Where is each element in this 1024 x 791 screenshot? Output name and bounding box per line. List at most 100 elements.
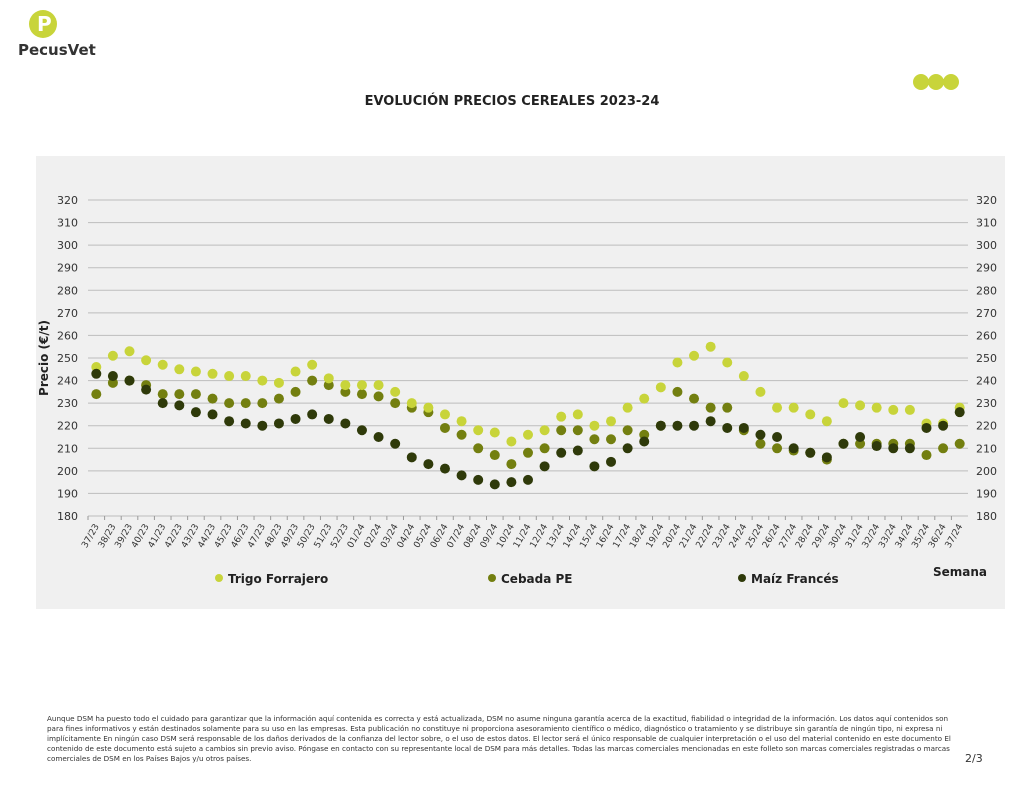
chart-panel: 180 180 190 190 200 200 210 210 220 220 230 230 240 2…: [36, 156, 1005, 609]
y-tick-label-left: 220: [57, 420, 78, 433]
data-point-1: [622, 425, 633, 436]
y-tick-label-right: 270: [976, 307, 997, 320]
data-point-0: [157, 359, 168, 370]
data-point-1: [589, 434, 600, 445]
data-point-2: [772, 432, 783, 442]
data-point-2: [855, 432, 866, 442]
data-point-0: [772, 402, 783, 413]
data-point-0: [821, 416, 832, 427]
data-point-0: [373, 380, 384, 391]
data-point-0: [406, 398, 417, 409]
data-point-2: [489, 479, 500, 490]
data-point-2: [888, 443, 899, 454]
x-axis-label: Semana: [933, 565, 987, 579]
y-tick-label-left: 190: [57, 487, 78, 500]
y-tick-label-right: 310: [976, 217, 997, 230]
data-point-2: [938, 420, 949, 431]
data-point-1: [207, 393, 218, 404]
data-point-2: [439, 463, 450, 474]
data-point-2: [456, 470, 467, 481]
data-point-0: [539, 425, 550, 436]
y-tick-label-right: 190: [976, 487, 997, 500]
y-tick-label-left: 260: [57, 329, 78, 342]
brand-name: PecusVet: [18, 41, 96, 59]
data-point-2: [157, 398, 168, 409]
data-point-2: [838, 438, 849, 449]
data-point-0: [473, 425, 484, 436]
data-point-0: [738, 371, 749, 382]
data-point-0: [356, 380, 367, 391]
data-point-2: [738, 422, 749, 433]
data-point-2: [954, 407, 965, 418]
data-point-2: [91, 368, 102, 379]
y-tick-label-left: 290: [57, 262, 78, 275]
data-point-1: [157, 389, 168, 400]
data-point-2: [655, 420, 666, 431]
data-point-2: [904, 443, 915, 454]
data-point-2: [207, 409, 218, 420]
y-tick-label-right: 250: [976, 352, 997, 365]
data-point-0: [788, 402, 799, 413]
data-point-2: [290, 413, 301, 424]
data-point-2: [240, 418, 251, 429]
y-tick-label-left: 250: [57, 352, 78, 365]
data-point-2: [423, 459, 434, 470]
y-tick-label-right: 220: [976, 420, 997, 433]
legend-label-2: Maíz Francés: [751, 572, 839, 586]
data-point-2: [356, 425, 367, 436]
data-point-1: [307, 375, 318, 386]
data-point-0: [439, 409, 450, 420]
y-axis-label: Precio (€/t): [37, 320, 51, 396]
y-tick-label-right: 240: [976, 375, 997, 388]
data-point-0: [622, 402, 633, 413]
data-point-0: [240, 371, 251, 382]
y-tick-label-right: 230: [976, 397, 997, 410]
legend-label-0: Trigo Forrajero: [228, 572, 328, 586]
data-point-2: [672, 420, 683, 431]
data-point-0: [124, 346, 135, 357]
data-point-1: [539, 443, 550, 454]
data-point-2: [871, 441, 882, 452]
data-point-2: [273, 418, 284, 429]
y-tick-label-left: 230: [57, 397, 78, 410]
data-point-2: [323, 413, 334, 424]
data-point-1: [190, 389, 201, 400]
data-point-2: [821, 452, 832, 463]
page-number: 2/3: [965, 752, 983, 765]
data-point-2: [572, 445, 583, 456]
data-point-2: [722, 422, 733, 433]
data-point-2: [174, 400, 185, 411]
data-point-2: [224, 416, 235, 427]
data-point-0: [390, 386, 401, 397]
y-tick-label-left: 200: [57, 465, 78, 478]
y-tick-label-left: 280: [57, 284, 78, 297]
y-tick-label-right: 210: [976, 442, 997, 455]
y-tick-label-right: 280: [976, 284, 997, 297]
y-tick-label-right: 180: [976, 510, 997, 523]
data-point-0: [888, 404, 899, 415]
y-tick-label-left: 270: [57, 307, 78, 320]
data-point-2: [705, 416, 716, 427]
data-point-0: [456, 416, 467, 427]
data-point-1: [606, 434, 617, 445]
data-point-2: [523, 474, 533, 485]
data-point-2: [124, 375, 135, 386]
data-point-2: [107, 371, 118, 382]
data-point-2: [141, 384, 152, 395]
y-tick-label-left: 310: [57, 217, 78, 230]
y-tick-label-left: 240: [57, 375, 78, 388]
data-point-0: [838, 398, 849, 409]
data-point-0: [655, 382, 666, 393]
data-point-2: [340, 418, 351, 429]
data-point-1: [273, 393, 284, 404]
data-point-0: [224, 371, 235, 382]
data-point-2: [788, 443, 799, 454]
y-tick-label-right: 300: [976, 239, 997, 252]
data-point-2: [622, 443, 633, 454]
data-point-1: [240, 398, 251, 409]
data-point-1: [439, 422, 450, 433]
data-point-2: [307, 409, 318, 420]
data-point-1: [489, 450, 500, 461]
data-point-1: [954, 438, 965, 449]
data-point-1: [938, 443, 949, 454]
